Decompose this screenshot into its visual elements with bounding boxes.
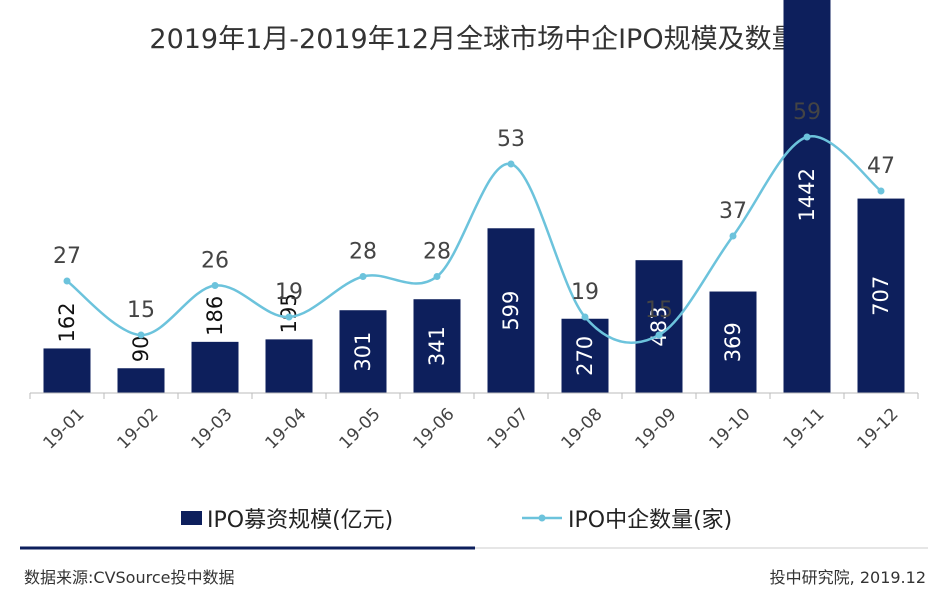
- bar-19-02: [117, 368, 165, 393]
- point-19-06: [433, 273, 441, 280]
- bar-19-01: [43, 348, 91, 393]
- point-19-02: [137, 331, 145, 339]
- bar-19-10: [709, 291, 757, 393]
- point-label-19-10: 37: [719, 199, 747, 224]
- bar-label-19-11: 1442: [795, 168, 819, 221]
- x-tick-label-19-03: 19-03: [187, 404, 236, 453]
- chart-title: 2019年1月-2019年12月全球市场中企IPO规模及数量: [149, 24, 798, 55]
- x-tick-label-19-06: 19-06: [409, 404, 458, 453]
- x-tick-label-19-10: 19-10: [705, 404, 754, 453]
- bar-label-19-04: 195: [277, 293, 301, 333]
- point-19-01: [63, 277, 71, 285]
- bar-label-19-02: 90: [129, 336, 153, 363]
- bar-19-11: [783, 0, 831, 393]
- point-label-19-06: 28: [423, 240, 451, 265]
- bar-label-19-07: 599: [499, 291, 523, 331]
- point-label-19-08: 19: [571, 280, 599, 305]
- point-label-19-04: 19: [275, 280, 303, 305]
- bar-label-19-05: 301: [351, 332, 375, 372]
- point-label-19-05: 28: [349, 240, 377, 265]
- bar-19-09: [635, 260, 683, 393]
- bar-19-12: [857, 198, 905, 393]
- point-label-19-12: 47: [867, 154, 895, 179]
- legend: IPO募资规模(亿元) IPO中企数量(家): [181, 508, 732, 533]
- x-tick-label-19-09: 19-09: [631, 404, 680, 453]
- x-tick-label-19-05: 19-05: [335, 404, 384, 453]
- x-tick-label-19-08: 19-08: [557, 404, 606, 453]
- x-tick-label-19-01: 19-01: [39, 404, 88, 453]
- legend-line-label: IPO中企数量(家): [568, 508, 732, 533]
- x-axis: 19-01 19-02 19-03 19-04 19-05 19-06 19-07 19-08…: [29, 392, 919, 453]
- x-tick-label-19-02: 19-02: [113, 404, 162, 453]
- bar-label-19-12: 707: [869, 276, 893, 316]
- point-label-19-11: 59: [793, 100, 821, 125]
- x-tick-label-19-07: 19-07: [483, 404, 532, 453]
- bar-19-06: [413, 299, 461, 393]
- point-19-10: [729, 232, 737, 240]
- count-line: [66, 135, 882, 344]
- point-label-19-02: 15: [127, 298, 155, 323]
- line-series: 27 15 26 19 28 28 53 19 15 37 59 47: [53, 100, 895, 344]
- point-19-09: [655, 331, 663, 339]
- point-19-03: [211, 282, 219, 289]
- point-19-04: [285, 313, 293, 321]
- bar-label-19-03: 186: [203, 296, 227, 336]
- point-label-19-03: 26: [201, 249, 229, 274]
- legend-bar-label: IPO募资规模(亿元): [207, 508, 393, 533]
- bar-19-04: [265, 339, 313, 393]
- bar-19-05: [339, 310, 387, 393]
- point-19-12: [877, 187, 885, 195]
- point-label-19-07: 53: [497, 127, 525, 152]
- point-19-11: [803, 133, 811, 141]
- bar-label-19-08: 270: [573, 336, 597, 376]
- legend-bar-swatch: [181, 511, 202, 525]
- bar-19-07: [487, 228, 535, 393]
- point-label-19-09: 15: [645, 298, 673, 323]
- credit-note: 投中研究院, 2019.12: [770, 568, 926, 587]
- bar-label-19-10: 369: [721, 322, 745, 362]
- x-tick-label-19-12: 19-12: [853, 404, 902, 453]
- point-19-05: [359, 273, 367, 280]
- bar-label-19-06: 341: [425, 326, 449, 366]
- bar-19-03: [191, 341, 239, 393]
- legend-line-marker: [538, 514, 546, 522]
- bar-label-19-01: 162: [55, 302, 79, 342]
- point-label-19-01: 27: [53, 244, 81, 269]
- x-tick-label-19-04: 19-04: [261, 404, 310, 453]
- source-note: 数据来源:CVSource投中数据: [24, 568, 234, 587]
- point-19-08: [581, 313, 589, 321]
- point-19-07: [507, 160, 515, 168]
- x-tick-label-19-11: 19-11: [779, 404, 828, 453]
